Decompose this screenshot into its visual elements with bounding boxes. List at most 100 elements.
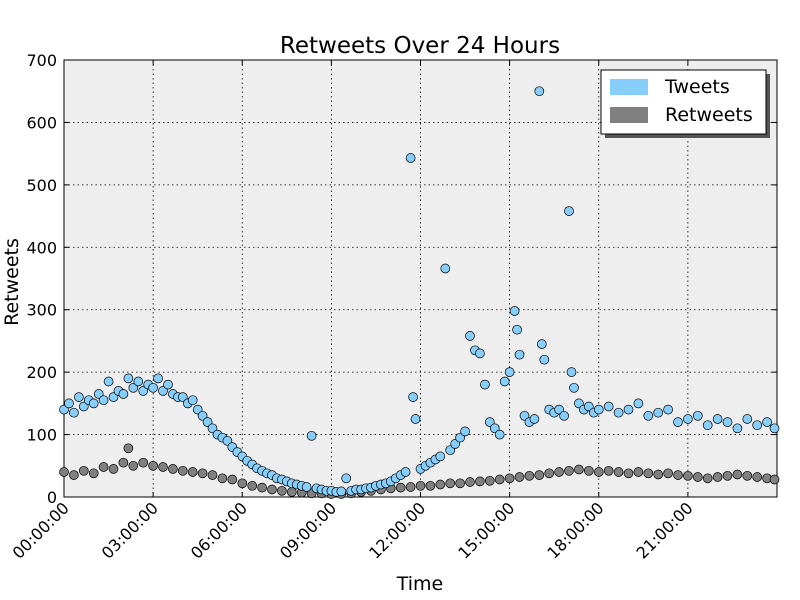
y-tick-label: 100 — [26, 426, 57, 445]
tweets-point — [742, 414, 753, 424]
retweets-point — [663, 468, 673, 479]
tweets-point — [128, 382, 139, 393]
retweets-point — [168, 464, 178, 474]
tweets-point — [712, 414, 723, 424]
tweets-point — [653, 407, 664, 418]
x-tick-label: 12:00:00 — [365, 498, 429, 562]
retweets-point — [613, 467, 624, 477]
tweets-point — [475, 348, 485, 359]
retweets-point — [237, 478, 248, 489]
x-tick-label: 06:00:00 — [187, 498, 251, 562]
retweets-point — [207, 470, 218, 480]
retweets-point — [247, 480, 258, 491]
series-retweets — [59, 443, 780, 499]
retweets-point — [415, 480, 426, 491]
retweets-point — [752, 472, 763, 482]
retweets-point — [712, 472, 723, 482]
retweets-point — [475, 476, 485, 487]
retweets-point — [148, 460, 158, 471]
legend: Tweets Retweets — [600, 69, 770, 138]
y-tick-label: 400 — [26, 238, 57, 257]
y-tick-label: 200 — [26, 363, 57, 382]
retweets-point — [277, 485, 287, 496]
tweets-point — [64, 398, 74, 409]
tweets-point — [529, 414, 540, 424]
tweets-point — [400, 467, 411, 477]
tweets-point — [663, 404, 673, 415]
legend-label-retweets: Retweets — [665, 104, 753, 126]
retweets-point — [98, 462, 109, 472]
tweets-point — [673, 417, 683, 427]
retweets-point — [544, 468, 555, 479]
tweets-point — [69, 407, 79, 418]
retweets-point — [623, 468, 634, 479]
retweets-point — [118, 457, 129, 468]
tweets-point — [207, 423, 218, 434]
y-tick-label: 600 — [26, 113, 57, 132]
tweets-point — [566, 367, 577, 377]
retweets-point — [69, 470, 79, 480]
tweets-point — [569, 382, 579, 393]
retweets-point — [583, 465, 594, 476]
legend-label-tweets: Tweets — [664, 76, 730, 98]
retweets-point — [514, 472, 525, 482]
tweets-point — [559, 410, 569, 421]
retweets-point — [217, 473, 228, 484]
x-tick-label: 09:00:00 — [276, 498, 340, 562]
retweets-point — [123, 443, 134, 454]
tweets-point — [504, 367, 515, 377]
retweets-point — [484, 475, 495, 486]
y-tick-label: 700 — [26, 51, 57, 70]
tweets-point — [509, 306, 520, 316]
tweets-point — [88, 398, 99, 409]
tweets-point — [197, 410, 208, 421]
retweets-point — [702, 473, 713, 484]
tweets-point — [148, 382, 158, 393]
retweets-point — [445, 478, 456, 489]
retweets-point — [653, 469, 664, 480]
retweets-point — [722, 470, 733, 481]
retweets-point — [504, 473, 515, 484]
tweets-point — [722, 417, 733, 427]
y-axis-title: Retweets — [1, 238, 23, 326]
tweets-point — [153, 373, 163, 384]
tweets-point — [613, 407, 624, 418]
tweets-point — [336, 486, 347, 497]
tweets-point — [593, 404, 604, 415]
retweets-point — [78, 465, 89, 476]
tweets-point — [692, 410, 703, 421]
legend-swatch-tweets — [610, 79, 648, 95]
tweets-point — [341, 473, 352, 484]
tweets-point — [301, 482, 312, 492]
tweets-point — [512, 324, 522, 335]
tweets-point — [405, 153, 416, 163]
retweets-point — [138, 457, 149, 468]
retweets-point — [692, 472, 703, 482]
y-axis: 0 100 200 300 400 500 600 700 — [26, 51, 777, 507]
retweets-point — [769, 474, 780, 485]
tweets-point — [187, 395, 198, 406]
retweets-point — [187, 467, 198, 477]
retweets-point — [603, 465, 614, 476]
tweets-point — [494, 429, 505, 440]
tweets-point — [103, 376, 114, 387]
tweets-point — [98, 395, 109, 406]
tweets-point — [643, 410, 654, 421]
retweets-point — [742, 470, 753, 481]
tweets-point — [514, 349, 525, 360]
tweets-point — [702, 420, 713, 431]
x-tick-label: 21:00:00 — [632, 498, 696, 562]
retweets-point — [395, 482, 406, 493]
tweets-point — [534, 86, 545, 97]
tweets-point — [408, 392, 418, 402]
tweets-point — [123, 373, 134, 384]
tweets-point — [539, 354, 550, 365]
tweets-point — [440, 263, 451, 274]
x-tick-label: 03:00:00 — [98, 498, 162, 562]
tweets-point — [536, 339, 547, 349]
tweets-point — [465, 331, 475, 341]
tweets-point — [118, 389, 129, 399]
retweets-point — [435, 479, 446, 490]
retweets-point — [405, 482, 416, 492]
